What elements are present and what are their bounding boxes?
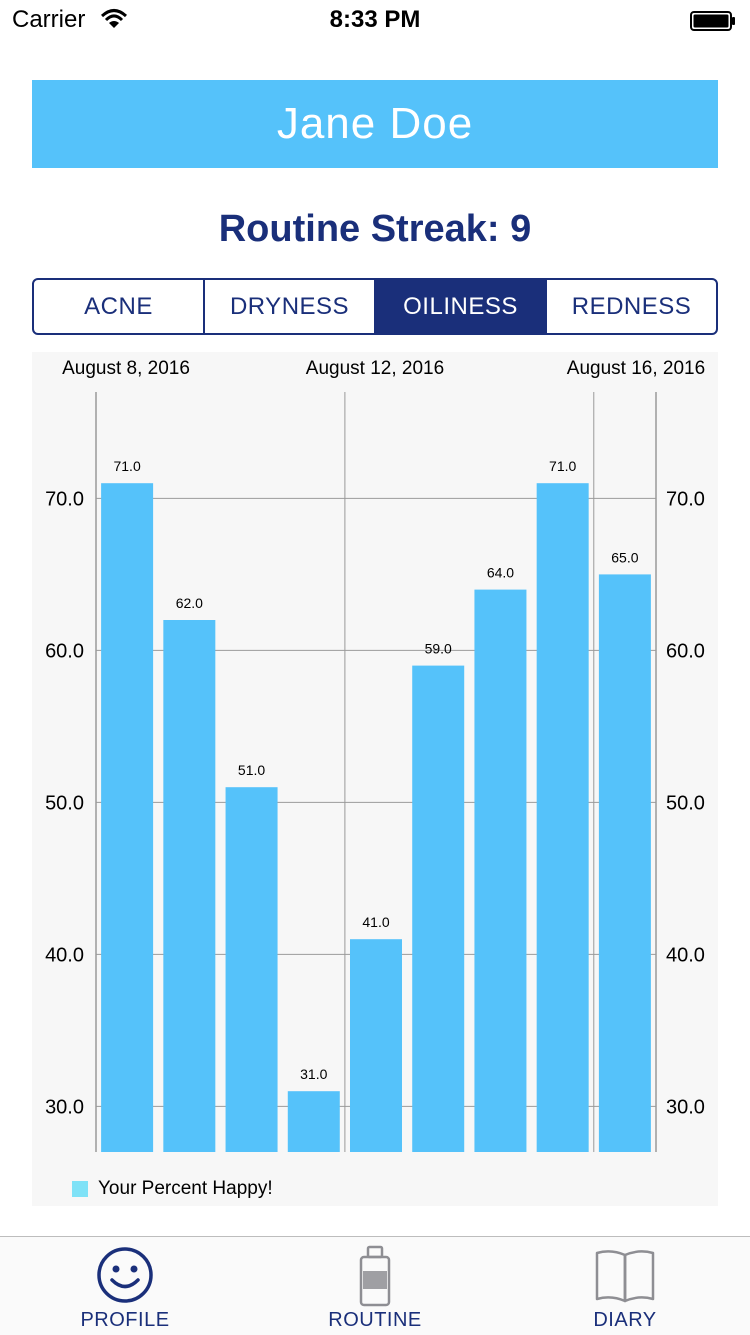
- clock: 8:33 PM: [329, 6, 421, 33]
- legend-label: Your Percent Happy!: [98, 1178, 273, 1199]
- bar: [598, 574, 651, 1152]
- bar-value-label: 71.0: [113, 458, 140, 474]
- y-tick-label-left: 70.0: [45, 488, 84, 510]
- bar: [350, 939, 402, 1152]
- tab-routine-label: ROUTINE: [328, 1309, 422, 1331]
- bar-value-label: 62.0: [176, 595, 203, 611]
- x-date-label: August 16, 2016: [567, 358, 705, 379]
- segment-redness[interactable]: REDNESS: [571, 293, 692, 320]
- routine-streak: Routine Streak: 9: [218, 208, 532, 250]
- y-tick-label-right: 30.0: [666, 1096, 705, 1118]
- bar-value-label: 59.0: [425, 641, 452, 657]
- smiley-face-icon: [0, 1245, 250, 1305]
- tab-bar: PROFILE ROUTINE DIARY: [0, 1236, 750, 1335]
- bar-value-label: 64.0: [487, 565, 514, 581]
- happiness-bar-chart: 30.0 30.0 40.0 40.0 50.0 50.0 60.0 60.0 70.0 70.0…: [32, 352, 718, 1206]
- tab-diary[interactable]: DIARY: [500, 1237, 750, 1335]
- open-book-icon: [500, 1245, 750, 1305]
- y-tick-label-right: 50.0: [666, 792, 705, 814]
- x-date-label: August 12, 2016: [306, 358, 444, 379]
- bar: [225, 787, 278, 1152]
- bar: [474, 589, 527, 1152]
- y-tick-label-left: 30.0: [45, 1096, 84, 1118]
- metric-segmented-control: ACNE DRYNESS OILINESS REDNESS: [32, 278, 718, 335]
- y-tick-label-right: 70.0: [666, 488, 705, 510]
- bar-value-label: 51.0: [238, 762, 265, 778]
- status-bar: Carrier 8:33 PM: [0, 0, 750, 40]
- segment-acne[interactable]: ACNE: [34, 280, 205, 333]
- y-tick-label-left: 50.0: [45, 792, 84, 814]
- battery-icon: [690, 11, 736, 31]
- chart-canvas: 30.0 30.0 40.0 40.0 50.0 50.0 60.0 60.0 70.0 70.0…: [45, 358, 705, 1152]
- legend-swatch: [72, 1181, 88, 1197]
- tab-routine[interactable]: ROUTINE: [250, 1237, 500, 1335]
- bar: [412, 665, 465, 1152]
- bar-value-label: 71.0: [549, 458, 576, 474]
- wifi-icon: [100, 8, 128, 35]
- bar: [536, 483, 589, 1152]
- y-tick-label-left: 60.0: [45, 640, 84, 662]
- carrier-label: Carrier: [12, 6, 86, 33]
- tab-profile[interactable]: PROFILE: [0, 1237, 250, 1335]
- segment-dryness[interactable]: DRYNESS: [205, 280, 376, 333]
- tab-diary-label: DIARY: [593, 1309, 657, 1331]
- bar-value-label: 65.0: [611, 549, 638, 565]
- bar-value-label: 31.0: [300, 1066, 327, 1082]
- chart-legend: Your Percent Happy!: [72, 1178, 273, 1200]
- tab-profile-label: PROFILE: [80, 1309, 170, 1331]
- bar: [287, 1091, 340, 1152]
- bar-value-label: 41.0: [362, 914, 389, 930]
- user-name-banner: Jane Doe: [32, 80, 718, 168]
- x-date-label: August 8, 2016: [62, 358, 190, 379]
- y-tick-label-left: 40.0: [45, 944, 84, 966]
- bottle-icon: [250, 1245, 500, 1307]
- bar: [163, 620, 216, 1152]
- segment-oiliness[interactable]: OILINESS: [376, 280, 547, 333]
- bar: [101, 483, 154, 1152]
- y-tick-label-right: 40.0: [666, 944, 705, 966]
- y-tick-label-right: 60.0: [666, 640, 705, 662]
